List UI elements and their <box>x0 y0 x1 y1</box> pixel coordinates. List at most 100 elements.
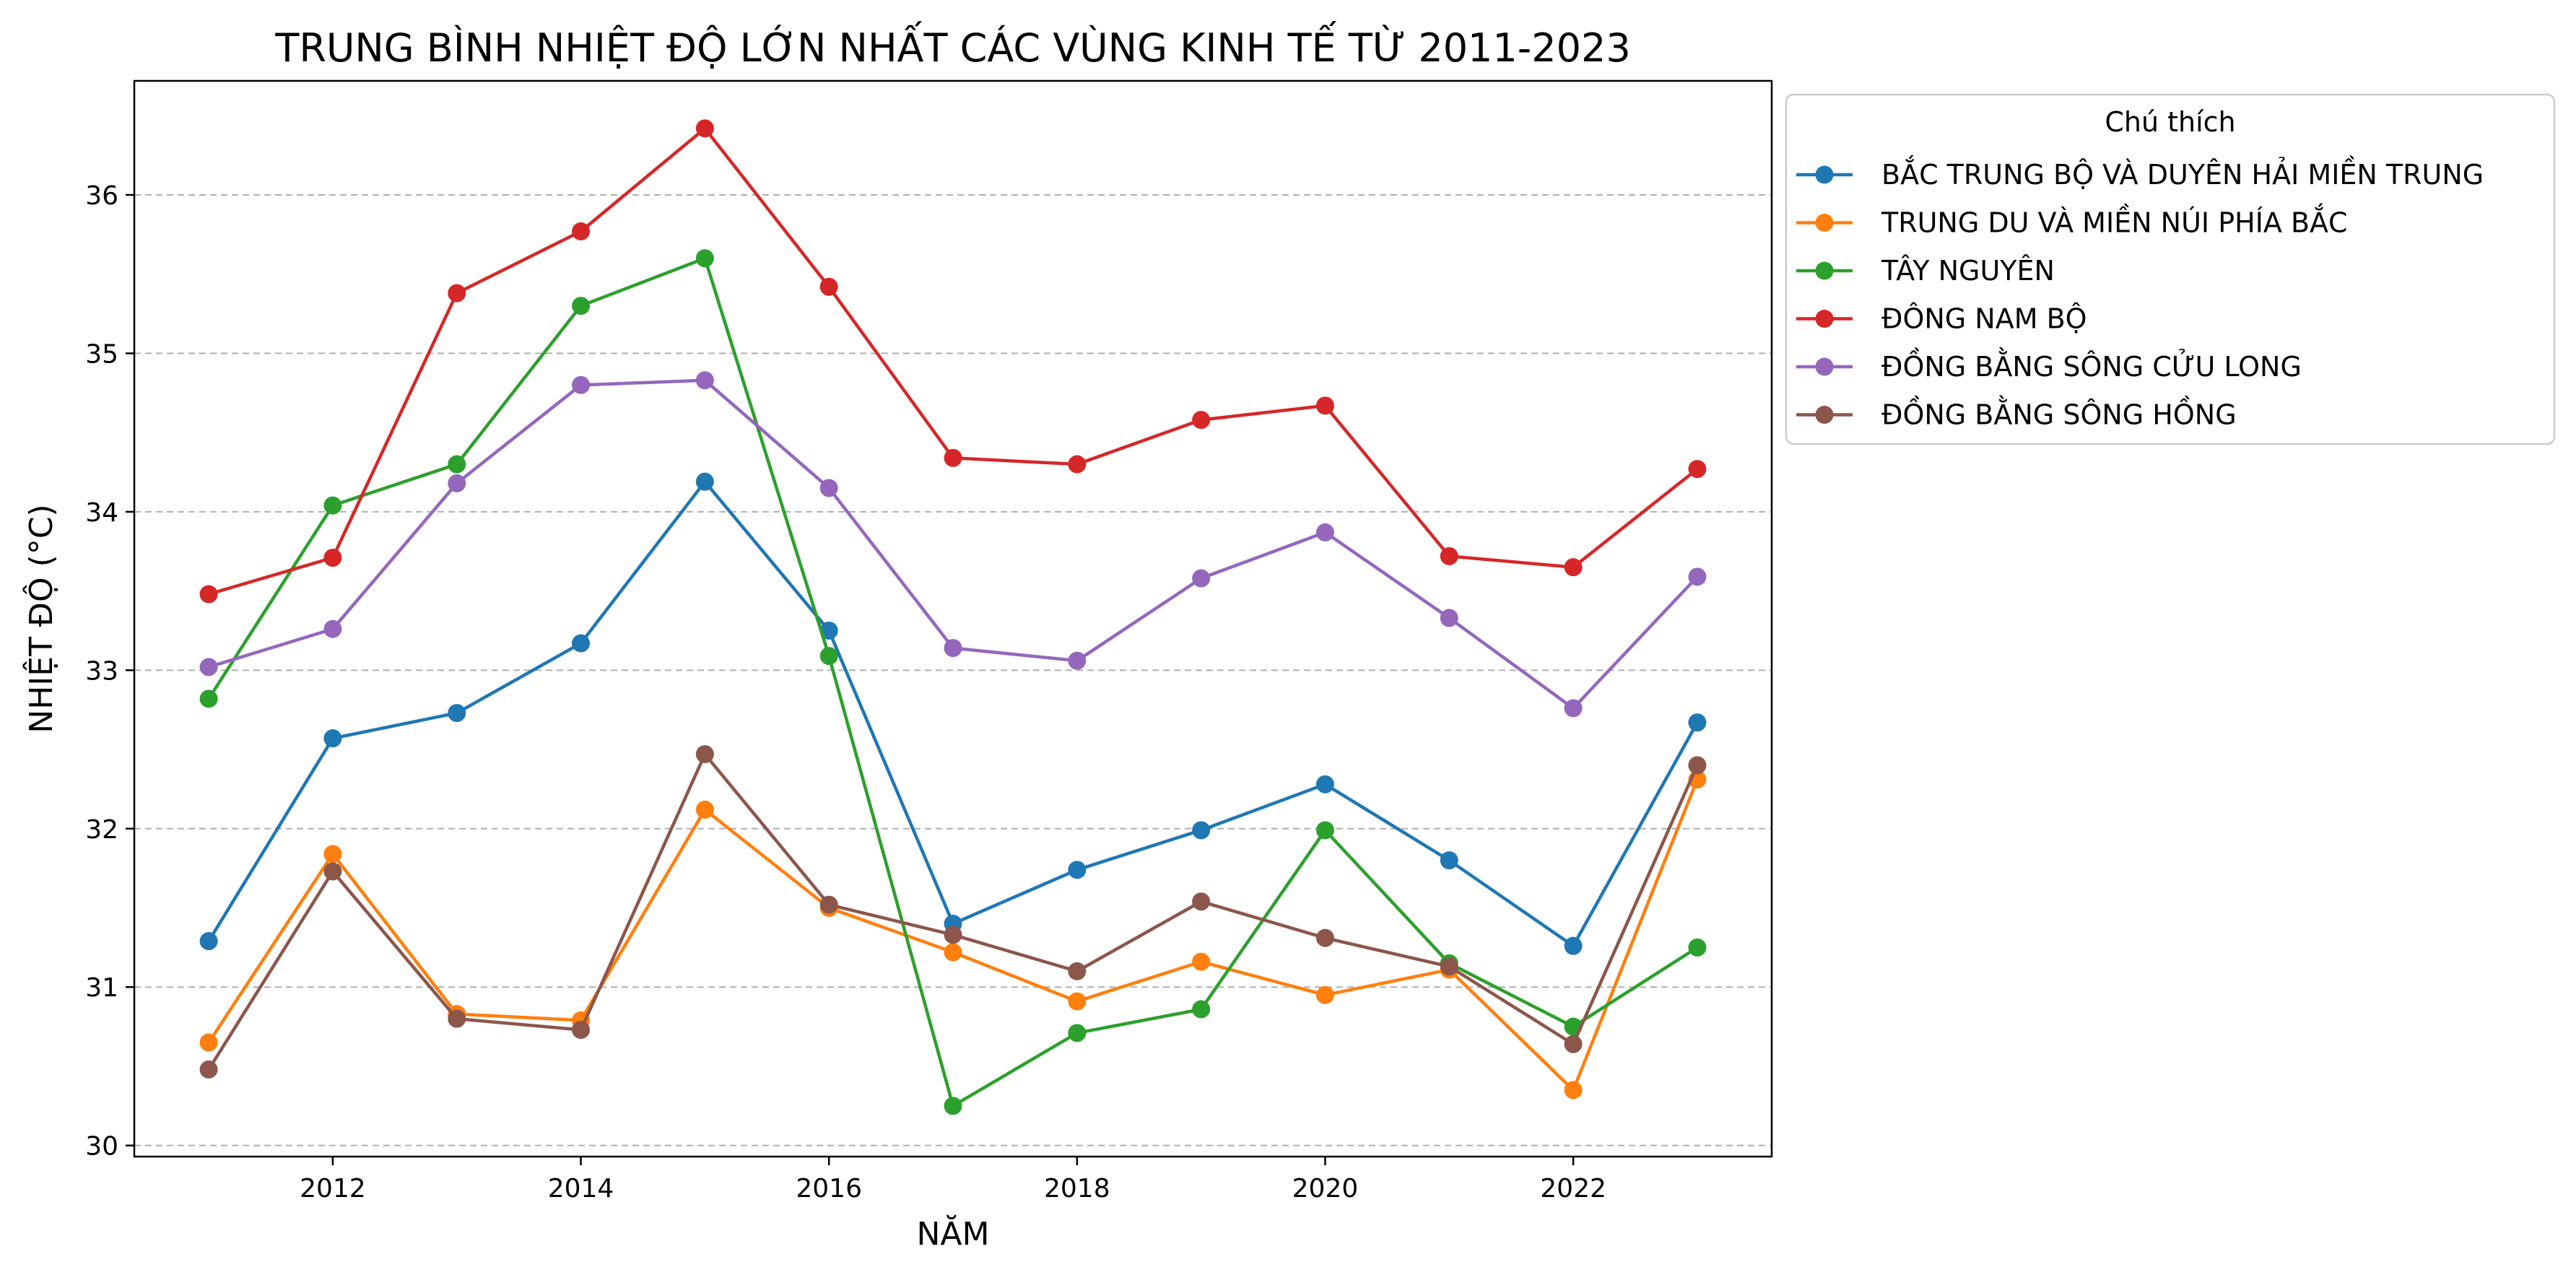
data-point <box>695 249 714 268</box>
data-point <box>1068 455 1087 474</box>
legend-item: ĐÔNG NAM BỘ <box>1796 303 2087 335</box>
x-tick-label: 2016 <box>796 1174 862 1204</box>
data-point <box>1564 699 1583 718</box>
y-tick-label: 34 <box>85 498 118 528</box>
y-axis-label: NHIỆT ĐỘ (°C) <box>22 504 60 733</box>
data-point <box>1564 1035 1583 1053</box>
data-point <box>944 943 962 962</box>
legend-swatch-marker <box>1815 406 1834 424</box>
data-point <box>572 634 591 653</box>
data-point <box>1192 821 1211 840</box>
data-point <box>572 1020 591 1039</box>
legend-label: ĐỒNG BẰNG SÔNG HỒNG <box>1881 396 2237 431</box>
x-axis: 2012 2014 2016 2018 2020 2022 <box>300 1157 1606 1204</box>
data-point <box>1315 985 1334 1004</box>
legend-swatch-marker <box>1815 261 1834 280</box>
legend-label: TÂY NGUYÊN <box>1881 255 2055 287</box>
legend-swatch-marker <box>1815 165 1834 184</box>
data-point <box>1440 609 1458 627</box>
legend-label: ĐỒNG BẰNG SÔNG CỬU LONG <box>1881 348 2302 383</box>
data-point <box>448 455 466 474</box>
data-point <box>199 932 218 951</box>
data-point <box>448 284 466 303</box>
legend: Chú thích BẮC TRUNG BỘ VÀ DUYÊN HẢI MIỀN… <box>1785 93 2556 445</box>
data-point <box>199 658 218 676</box>
legend-item: ĐỒNG BẰNG SÔNG HỒNG <box>1796 396 2237 431</box>
legend-item: ĐỒNG BẰNG SÔNG CỬU LONG <box>1796 348 2302 383</box>
legend-label: BẮC TRUNG BỘ VÀ DUYÊN HẢI MIỀN TRUNG <box>1881 156 2484 191</box>
y-axis: 30 31 32 33 34 35 36 <box>85 181 134 1162</box>
data-point <box>1440 547 1458 565</box>
legend-box <box>1785 93 2556 445</box>
data-point <box>572 297 591 316</box>
data-point <box>1315 523 1334 541</box>
data-point <box>695 745 714 764</box>
data-point <box>819 647 838 666</box>
data-point <box>1192 569 1211 588</box>
y-tick-label: 30 <box>85 1132 118 1162</box>
data-point <box>1440 957 1458 976</box>
data-point <box>1315 821 1334 840</box>
y-tick-label: 31 <box>85 973 118 1003</box>
plot-frame <box>133 79 1773 1158</box>
data-point <box>819 277 838 296</box>
data-point <box>572 222 591 240</box>
legend-item: TRUNG DU VÀ MIỀN NÚI PHÍA BẮC <box>1796 204 2348 239</box>
x-tick-label: 2014 <box>548 1174 614 1204</box>
data-point <box>199 1033 218 1052</box>
data-point <box>944 1097 962 1115</box>
data-point <box>1315 396 1334 415</box>
data-point <box>323 549 342 567</box>
y-tick-label: 32 <box>85 815 118 845</box>
data-point <box>1068 861 1087 879</box>
legend-swatch-marker <box>1815 214 1834 232</box>
data-point <box>695 119 714 138</box>
legend-swatch-marker <box>1815 357 1834 376</box>
legend-label: TRUNG DU VÀ MIỀN NÚI PHÍA BẮC <box>1881 204 2348 239</box>
y-tick-label: 35 <box>85 339 118 369</box>
x-tick-label: 2018 <box>1044 1174 1110 1204</box>
data-point <box>1315 775 1334 793</box>
series-1 <box>199 472 1707 955</box>
y-tick-label: 33 <box>85 656 118 686</box>
data-point <box>819 621 838 640</box>
legend-label: ĐÔNG NAM BỘ <box>1881 303 2087 335</box>
data-point <box>1564 936 1583 955</box>
x-tick-label: 2020 <box>1292 1174 1359 1204</box>
data-point <box>1068 992 1087 1011</box>
data-point <box>1440 851 1458 870</box>
data-point <box>1068 962 1087 980</box>
x-axis-label: NĂM <box>917 1214 990 1253</box>
data-point <box>1192 892 1211 911</box>
data-point <box>944 926 962 944</box>
data-point <box>572 375 591 394</box>
data-point <box>1192 952 1211 971</box>
series-4 <box>199 119 1707 604</box>
legend-item: TÂY NGUYÊN <box>1796 255 2055 287</box>
data-point <box>323 619 342 638</box>
data-point <box>323 496 342 515</box>
data-point <box>448 704 466 723</box>
data-point <box>199 689 218 708</box>
data-point <box>448 1009 466 1028</box>
data-point <box>448 474 466 492</box>
data-point <box>1192 1000 1211 1019</box>
data-point <box>1688 460 1707 479</box>
data-point <box>1564 558 1583 577</box>
chart-title: TRUNG BÌNH NHIỆT ĐỘ LỚN NHẤT CÁC VÙNG KI… <box>274 21 1630 71</box>
data-point <box>1688 756 1707 775</box>
data-point <box>323 729 342 748</box>
data-point <box>1068 1024 1087 1043</box>
data-point <box>695 371 714 390</box>
x-tick-label: 2022 <box>1540 1174 1606 1204</box>
series-6 <box>199 745 1707 1079</box>
data-point <box>199 1060 218 1079</box>
data-point <box>695 800 714 819</box>
legend-title: Chú thích <box>2105 106 2235 138</box>
series-5 <box>199 371 1707 718</box>
data-point <box>695 472 714 491</box>
data-point <box>1068 651 1087 670</box>
data-point <box>199 585 218 604</box>
